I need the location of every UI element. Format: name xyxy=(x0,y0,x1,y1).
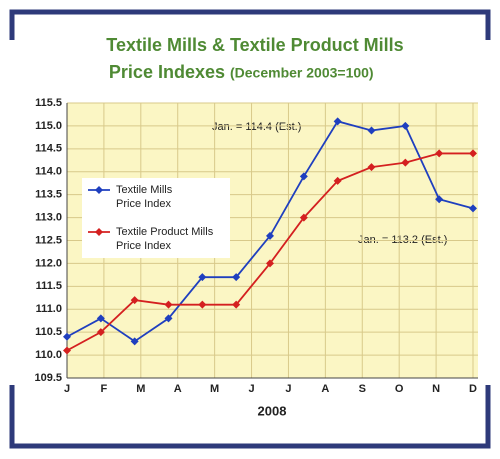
annotation: Jan. = 113.2 (Est.) xyxy=(358,234,447,246)
legend-marker xyxy=(95,228,103,236)
point xyxy=(333,176,342,185)
point xyxy=(164,300,173,309)
point xyxy=(299,213,308,222)
y-tick-label: 112.5 xyxy=(35,234,62,246)
x-tick-label: F xyxy=(101,383,108,395)
y-tick-label: 115.0 xyxy=(35,120,62,132)
point xyxy=(266,259,274,268)
chart-subtitle: Price Indexes xyxy=(109,62,225,82)
legend-label: Textile Mills Price Index xyxy=(116,184,173,210)
annotation: Jan. = 114.4 (Est.) xyxy=(212,121,301,133)
x-tick-label: S xyxy=(359,383,366,395)
point xyxy=(401,158,410,167)
point xyxy=(96,328,105,337)
y-tick-label: 113.5 xyxy=(35,189,62,201)
point xyxy=(164,314,173,323)
point xyxy=(401,121,410,130)
point xyxy=(367,126,376,135)
point xyxy=(96,314,105,323)
point xyxy=(333,117,342,126)
point xyxy=(63,332,71,341)
point xyxy=(299,172,308,181)
point xyxy=(435,195,444,204)
y-tick-label: 109.5 xyxy=(34,372,62,384)
point xyxy=(266,231,274,240)
legend-label: Textile Product Mills Price Index xyxy=(116,226,214,252)
legend-box xyxy=(82,178,230,258)
x-axis-label: 2008 xyxy=(258,403,287,418)
point xyxy=(198,300,207,309)
x-tick-label: J xyxy=(248,383,254,395)
y-tick-label: 111.0 xyxy=(36,303,62,315)
y-tick-label: 111.5 xyxy=(36,280,62,292)
y-tick-label: 113.0 xyxy=(35,211,62,223)
point xyxy=(232,273,241,282)
x-tick-label: N xyxy=(432,383,440,395)
point xyxy=(232,300,241,309)
point xyxy=(130,296,139,305)
point xyxy=(367,163,376,172)
point xyxy=(469,149,477,158)
y-tick-label: 115.5 xyxy=(35,97,62,109)
x-tick-label: J xyxy=(64,383,70,395)
subtitle-note: (December 2003=100) xyxy=(230,65,374,81)
x-tick-label: M xyxy=(136,383,145,395)
frame-bottom xyxy=(9,385,491,449)
frame-top xyxy=(9,9,491,40)
legend-marker xyxy=(95,186,103,194)
y-tick-label: 114.5 xyxy=(35,143,62,155)
y-tick-label: 112.0 xyxy=(35,257,62,269)
point xyxy=(469,204,477,213)
point xyxy=(130,337,139,346)
x-tick-label: M xyxy=(210,383,219,395)
x-tick-label: D xyxy=(469,383,477,395)
x-tick-label: A xyxy=(321,383,329,395)
y-tick-label: 110.5 xyxy=(35,326,62,338)
point xyxy=(63,346,71,355)
y-tick-label: 114.0 xyxy=(35,166,62,178)
point xyxy=(435,149,444,158)
x-tick-label: J xyxy=(285,383,291,395)
y-tick-label: 110.0 xyxy=(35,349,62,361)
point xyxy=(198,273,207,282)
x-tick-label: O xyxy=(395,383,404,395)
x-tick-label: A xyxy=(174,383,182,395)
chart-title: Textile Mills & Textile Product Mills xyxy=(106,35,403,55)
